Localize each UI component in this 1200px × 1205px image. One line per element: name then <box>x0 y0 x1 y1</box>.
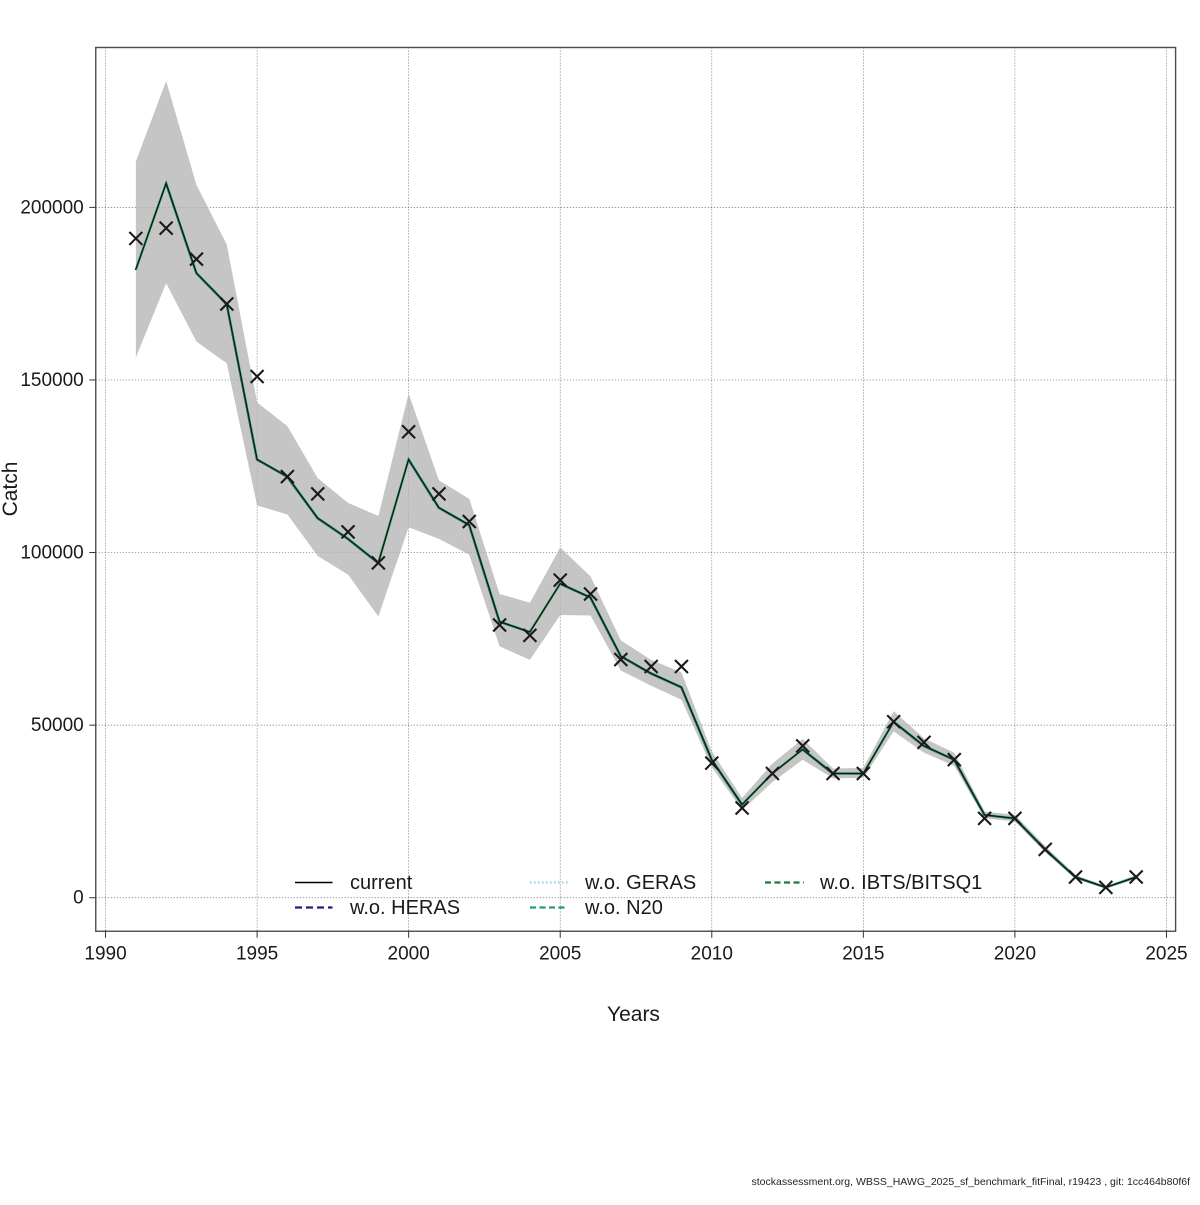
svg-text:100000: 100000 <box>20 543 83 564</box>
svg-text:2000: 2000 <box>388 943 430 964</box>
svg-text:150000: 150000 <box>20 370 83 391</box>
svg-text:0: 0 <box>73 888 84 909</box>
svg-text:w.o. N20: w.o. N20 <box>584 897 663 919</box>
svg-text:1990: 1990 <box>84 943 126 964</box>
svg-text:2010: 2010 <box>691 943 733 964</box>
svg-text:2025: 2025 <box>1145 943 1187 964</box>
svg-text:1995: 1995 <box>236 943 278 964</box>
svg-text:50000: 50000 <box>31 715 84 736</box>
svg-text:current: current <box>350 872 413 894</box>
svg-text:200000: 200000 <box>20 197 83 218</box>
svg-text:w.o. GERAS: w.o. GERAS <box>584 872 696 894</box>
svg-text:2020: 2020 <box>994 943 1036 964</box>
svg-text:2015: 2015 <box>842 943 884 964</box>
svg-text:w.o. IBTS/BITSQ1: w.o. IBTS/BITSQ1 <box>819 872 982 894</box>
svg-text:w.o. HERAS: w.o. HERAS <box>349 897 460 919</box>
svg-text:2005: 2005 <box>539 943 581 964</box>
